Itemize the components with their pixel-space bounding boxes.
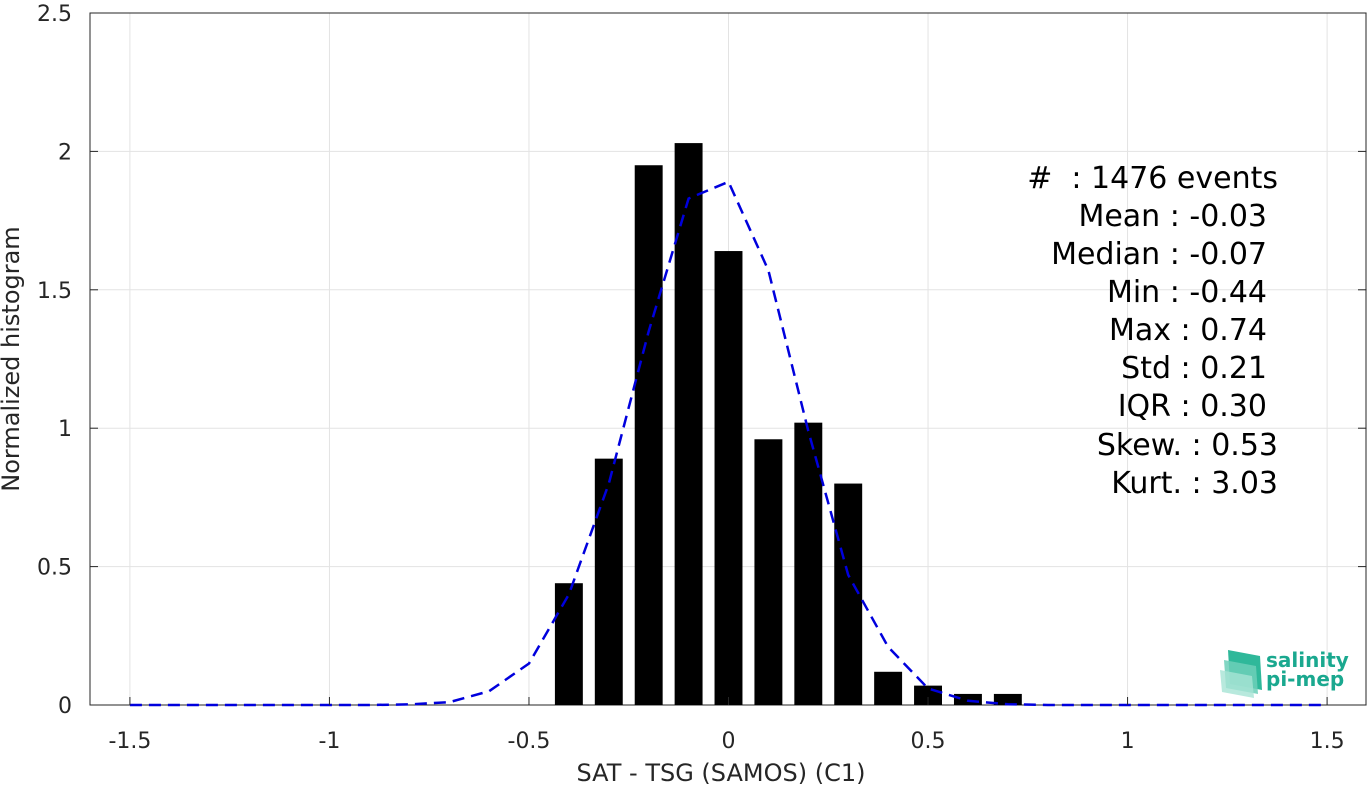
- histogram-bar: [874, 671, 903, 705]
- stat-mean: Mean : -0.03: [1078, 199, 1267, 234]
- logo-line1: salinity: [1266, 648, 1349, 672]
- histogram-bar: [953, 693, 982, 705]
- histogram-bar: [554, 583, 583, 705]
- logo-line2: pi-mep: [1266, 667, 1344, 691]
- histogram-bar: [714, 251, 743, 705]
- stat-kurt: Kurt. : 3.03: [1111, 466, 1278, 501]
- stat-min: Min : -0.44: [1107, 275, 1267, 310]
- y-tick-label: 0: [58, 694, 72, 719]
- stat-median: Median : -0.07: [1051, 237, 1267, 272]
- stat-iqr: IQR : 0.30: [1118, 389, 1267, 424]
- histogram-bar: [993, 693, 1022, 705]
- x-tick-label: 1: [1121, 729, 1135, 754]
- x-tick-label: -0.5: [508, 729, 551, 754]
- stat-max: Max : 0.74: [1109, 313, 1267, 348]
- histogram-bar: [794, 422, 823, 705]
- x-tick-label: -1.5: [108, 729, 151, 754]
- x-tick-label: 0.5: [911, 729, 946, 754]
- y-axis-label: Normalized histogram: [0, 226, 25, 491]
- y-tick-label: 2.5: [37, 2, 72, 27]
- y-tick-label: 1.5: [37, 279, 72, 304]
- x-tick-label: 0: [722, 729, 736, 754]
- y-tick-label: 0.5: [37, 556, 72, 581]
- stat-skew: Skew. : 0.53: [1097, 428, 1278, 463]
- x-axis-ticks: -1.5 -1 -0.5 0 0.5 1 1.5: [108, 697, 1345, 754]
- stat-events: # : 1476 events: [1027, 161, 1278, 196]
- y-tick-label: 1: [58, 417, 72, 442]
- histogram-bar: [674, 143, 703, 705]
- y-axis-ticks: 0 0.5 1 1.5 2 2.5: [37, 2, 1366, 719]
- x-axis-label: SAT - TSG (SAMOS) (C1): [577, 759, 866, 785]
- histogram-bar: [634, 165, 663, 706]
- stat-std: Std : 0.21: [1121, 351, 1267, 386]
- y-tick-label: 2: [58, 140, 72, 165]
- stats-box: # : 1476 events Mean : -0.03 Median : -0…: [1027, 161, 1278, 501]
- salinity-pi-mep-logo: salinity pi-mep: [1220, 648, 1349, 698]
- wave-logo-icon: [1220, 650, 1262, 698]
- x-tick-label: -1: [318, 729, 340, 754]
- histogram-bar: [594, 458, 623, 705]
- histogram-bar: [754, 439, 783, 705]
- x-tick-label: 1.5: [1310, 729, 1345, 754]
